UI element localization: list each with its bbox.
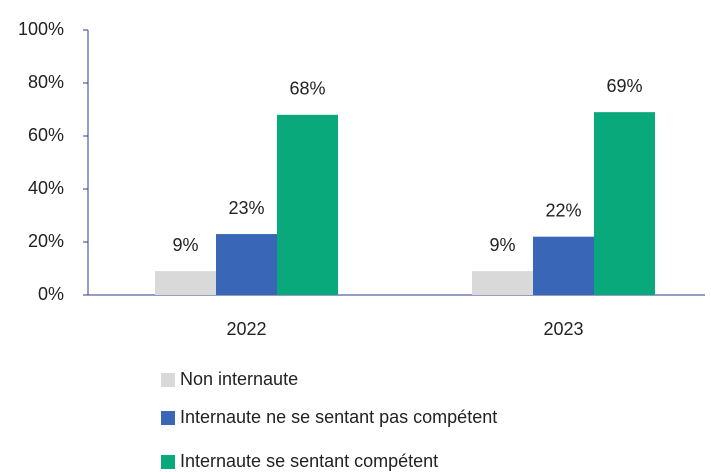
bar	[472, 271, 533, 295]
value-label: 69%	[606, 76, 642, 96]
y-tick-label: 40%	[28, 178, 64, 198]
value-label: 23%	[228, 198, 264, 218]
y-tick-label: 100%	[18, 19, 64, 39]
legend-label: Non internaute	[180, 369, 298, 389]
x-tick-label: 2023	[543, 319, 583, 339]
bar	[533, 236, 594, 295]
legend-swatch	[161, 373, 175, 387]
legend-label: Internaute se sentant compétent	[180, 451, 438, 471]
value-label: 22%	[545, 200, 581, 220]
bar	[594, 112, 655, 296]
bar	[216, 234, 277, 295]
y-tick-label: 60%	[28, 125, 64, 145]
legend-label: Internaute ne se sentant pas compétent	[180, 407, 497, 427]
legend-swatch	[161, 411, 175, 425]
bar	[277, 114, 338, 295]
value-label: 9%	[489, 235, 515, 255]
y-tick-label: 80%	[28, 72, 64, 92]
y-tick-label: 0%	[38, 284, 64, 304]
bar	[155, 271, 216, 295]
value-label: 9%	[172, 235, 198, 255]
legend-swatch	[161, 455, 175, 469]
x-tick-label: 2022	[226, 319, 266, 339]
y-tick-label: 20%	[28, 231, 64, 251]
value-label: 68%	[289, 79, 325, 99]
